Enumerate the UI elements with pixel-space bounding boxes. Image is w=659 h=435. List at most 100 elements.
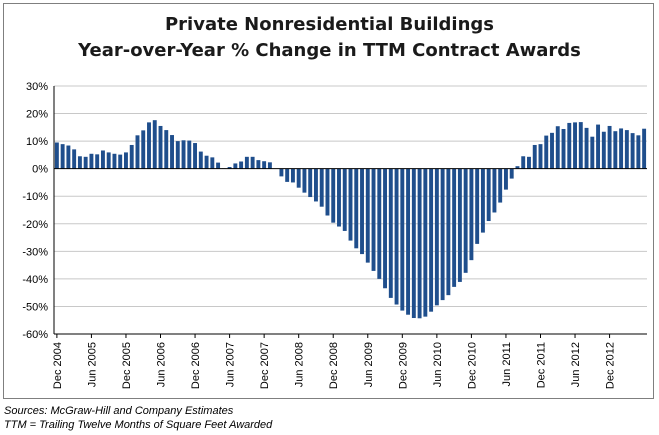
bar xyxy=(515,166,520,169)
bar xyxy=(124,152,128,169)
bar xyxy=(331,168,336,223)
bar xyxy=(267,162,272,169)
bar xyxy=(360,168,364,255)
bar xyxy=(60,144,65,169)
bar xyxy=(77,156,82,169)
bar xyxy=(371,168,376,271)
bar xyxy=(636,135,641,169)
bar xyxy=(354,168,359,249)
y-tick-label: -30% xyxy=(22,246,48,258)
bar xyxy=(630,133,635,169)
bar xyxy=(475,168,480,244)
bar xyxy=(619,128,624,169)
bar xyxy=(233,163,238,169)
bar xyxy=(337,168,341,227)
bar xyxy=(400,168,405,311)
bar xyxy=(262,161,267,169)
bar xyxy=(584,127,589,169)
bar xyxy=(411,168,416,319)
x-tick-label: Jun 2007 xyxy=(225,342,237,387)
x-tick-label: Dec 2004 xyxy=(52,342,64,389)
bar xyxy=(181,140,186,169)
x-tick-label: Dec 2011 xyxy=(535,342,547,388)
bar xyxy=(198,151,203,169)
x-tick-label: Dec 2007 xyxy=(259,342,271,389)
bar xyxy=(429,168,434,312)
x-tick-label: Jun 2012 xyxy=(570,342,582,387)
bar xyxy=(555,126,560,169)
bar xyxy=(388,168,393,298)
y-tick-label: 10% xyxy=(26,136,48,148)
bar xyxy=(193,143,198,169)
bar xyxy=(509,168,514,179)
x-tick-label: Dec 2010 xyxy=(466,342,478,389)
bar xyxy=(457,168,462,282)
chart-title-line-2: Year-over-Year % Change in TTM Contract … xyxy=(78,40,581,61)
y-tick-label: 20% xyxy=(26,109,48,121)
bar xyxy=(377,168,382,279)
bar xyxy=(452,168,457,287)
bar xyxy=(532,144,537,169)
bar xyxy=(83,156,88,169)
bar xyxy=(308,168,313,198)
bar xyxy=(210,157,215,169)
bar xyxy=(446,168,451,296)
bar xyxy=(348,168,353,241)
bar xyxy=(596,124,601,169)
bar xyxy=(527,156,531,169)
bar xyxy=(417,168,422,319)
bar xyxy=(538,144,543,169)
bar xyxy=(544,135,549,169)
y-tick-label: -60% xyxy=(22,329,48,341)
bar xyxy=(204,155,209,169)
bar xyxy=(313,168,318,202)
bar xyxy=(423,168,428,317)
bar xyxy=(486,168,491,222)
bar xyxy=(521,156,526,169)
bar xyxy=(170,135,174,169)
bar xyxy=(135,135,140,169)
bar xyxy=(365,168,370,263)
bar xyxy=(141,130,146,169)
bar xyxy=(469,168,474,261)
bar xyxy=(66,145,71,169)
bar xyxy=(578,122,583,169)
bar xyxy=(434,168,439,306)
bar xyxy=(601,131,606,169)
bar xyxy=(118,154,123,169)
chart-title-line-1: Private Nonresidential Buildings xyxy=(164,14,495,35)
x-tick-label: Jun 2006 xyxy=(156,342,168,387)
y-tick-label: 0% xyxy=(32,164,48,176)
bar-chart: 30% 20% 10% 0% -10% -20% -30% -40% -50% -60% Dec 2… xyxy=(22,81,647,389)
bar xyxy=(440,168,445,301)
x-tick-label: Dec 2009 xyxy=(397,342,409,389)
bar xyxy=(613,131,618,169)
x-tick-label: Jun 2011 xyxy=(501,342,513,386)
bar xyxy=(95,154,100,169)
bar xyxy=(72,149,77,169)
bar xyxy=(463,168,468,273)
bar xyxy=(383,168,388,289)
bar xyxy=(279,168,284,177)
bar xyxy=(296,168,301,188)
y-tick-label: -50% xyxy=(22,301,48,313)
x-tick-label: Dec 2008 xyxy=(328,342,340,389)
bar xyxy=(590,136,595,169)
y-tick-label: -10% xyxy=(22,191,48,203)
bar xyxy=(302,168,307,193)
bar xyxy=(480,168,485,233)
bar xyxy=(147,122,151,169)
bar xyxy=(325,168,330,216)
chart-frame: Private Nonresidential Buildings Year-ov… xyxy=(3,3,654,399)
bar xyxy=(498,168,503,203)
bar xyxy=(624,130,629,169)
bar xyxy=(342,168,347,231)
y-tick-label: -40% xyxy=(22,274,48,286)
bar xyxy=(642,128,647,169)
x-tick-label: Dec 2006 xyxy=(190,342,202,389)
y-tick-label: 30% xyxy=(26,81,48,93)
bar xyxy=(244,156,249,169)
bar xyxy=(187,140,192,169)
chart-footer: Sources: McGraw-Hill and Company Estimat… xyxy=(4,404,272,432)
chart-title: Private Nonresidential Buildings Year-ov… xyxy=(4,12,655,64)
